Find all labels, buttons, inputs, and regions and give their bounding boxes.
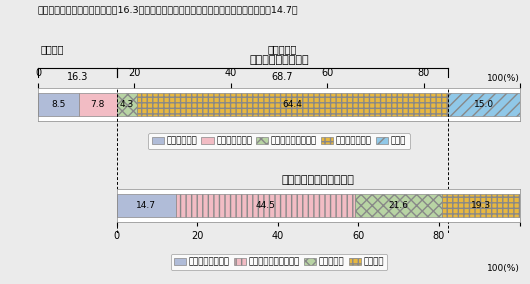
Bar	[117, 194, 176, 217]
Bar	[79, 93, 117, 116]
X-axis label: パソコン利用の状況: パソコン利用の状況	[249, 55, 309, 65]
Bar	[355, 194, 442, 217]
Title: パソコン利用希望の状況: パソコン利用希望の状況	[282, 175, 355, 185]
Text: 100(%): 100(%)	[487, 74, 520, 83]
Legend: 利用したいと思う, 利用したいと思わない, わからない, 回答なし: 利用したいと思う, 利用したいと思わない, わからない, 回答なし	[171, 254, 387, 270]
Text: 4.3: 4.3	[120, 100, 134, 109]
Text: 利用しない: 利用しない	[268, 45, 297, 55]
Bar	[176, 194, 355, 217]
Text: 15.0: 15.0	[474, 100, 494, 109]
Text: 21.6: 21.6	[388, 201, 409, 210]
Text: 19.3: 19.3	[471, 201, 491, 210]
Text: 100(%): 100(%)	[487, 264, 519, 273]
Text: 68.7: 68.7	[271, 72, 293, 82]
Bar	[117, 93, 137, 116]
Legend: 毎日利用する, たまに利用する, ほとんど利用しない, 全く利用しない, 無回答: 毎日利用する, たまに利用する, ほとんど利用しない, 全く利用しない, 無回答	[148, 133, 410, 149]
Bar	[448, 93, 520, 116]
Text: 利用する: 利用する	[40, 45, 64, 55]
Text: 64.4: 64.4	[282, 100, 303, 109]
Bar	[38, 93, 79, 116]
Text: 16.3: 16.3	[67, 72, 88, 82]
Text: 7.8: 7.8	[91, 100, 105, 109]
Text: 8.5: 8.5	[51, 100, 66, 109]
Text: 44.5: 44.5	[255, 201, 276, 210]
Text: 14.7: 14.7	[136, 201, 156, 210]
Bar	[137, 93, 448, 116]
Text: パソコンを利用する者は全体の16.3％、未利用者でパソコンの利用を希望している者は14.7％: パソコンを利用する者は全体の16.3％、未利用者でパソコンの利用を希望している者…	[38, 6, 298, 15]
Bar	[442, 194, 520, 217]
